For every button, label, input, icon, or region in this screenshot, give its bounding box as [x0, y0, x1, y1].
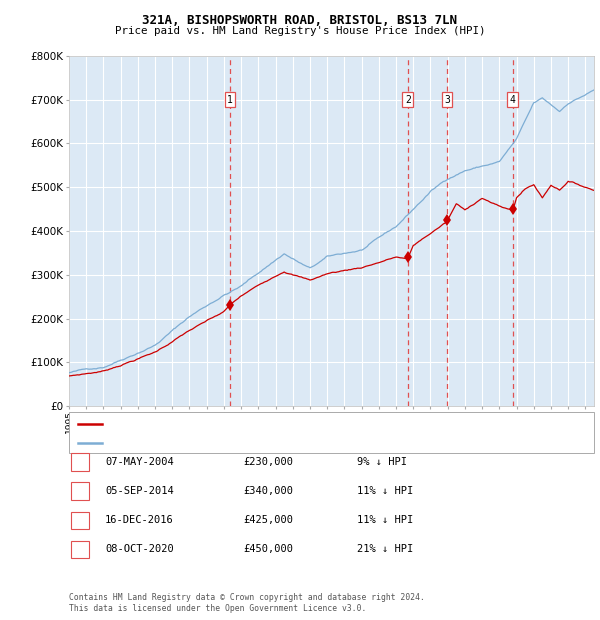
Text: 2: 2 [77, 486, 83, 496]
Text: 11% ↓ HPI: 11% ↓ HPI [357, 515, 413, 525]
Text: 2: 2 [405, 95, 410, 105]
Text: £450,000: £450,000 [243, 544, 293, 554]
Text: 11% ↓ HPI: 11% ↓ HPI [357, 486, 413, 496]
Text: 1: 1 [227, 95, 233, 105]
Text: 4: 4 [509, 95, 515, 105]
Text: 3: 3 [444, 95, 450, 105]
Text: 1: 1 [77, 457, 83, 467]
Text: £230,000: £230,000 [243, 457, 293, 467]
Text: 21% ↓ HPI: 21% ↓ HPI [357, 544, 413, 554]
Text: 4: 4 [77, 544, 83, 554]
Text: 9% ↓ HPI: 9% ↓ HPI [357, 457, 407, 467]
Text: 05-SEP-2014: 05-SEP-2014 [105, 486, 174, 496]
Text: 08-OCT-2020: 08-OCT-2020 [105, 544, 174, 554]
Text: £425,000: £425,000 [243, 515, 293, 525]
Text: 07-MAY-2004: 07-MAY-2004 [105, 457, 174, 467]
Text: 321A, BISHOPSWORTH ROAD, BRISTOL, BS13 7LN (detached house): 321A, BISHOPSWORTH ROAD, BRISTOL, BS13 7… [108, 420, 425, 429]
Text: 3: 3 [77, 515, 83, 525]
Text: Price paid vs. HM Land Registry's House Price Index (HPI): Price paid vs. HM Land Registry's House … [115, 26, 485, 36]
Text: £340,000: £340,000 [243, 486, 293, 496]
Text: 16-DEC-2016: 16-DEC-2016 [105, 515, 174, 525]
Text: HPI: Average price, detached house, City of Bristol: HPI: Average price, detached house, City… [108, 438, 382, 447]
Text: Contains HM Land Registry data © Crown copyright and database right 2024.
This d: Contains HM Land Registry data © Crown c… [69, 593, 425, 613]
Text: 321A, BISHOPSWORTH ROAD, BRISTOL, BS13 7LN: 321A, BISHOPSWORTH ROAD, BRISTOL, BS13 7… [143, 14, 458, 27]
